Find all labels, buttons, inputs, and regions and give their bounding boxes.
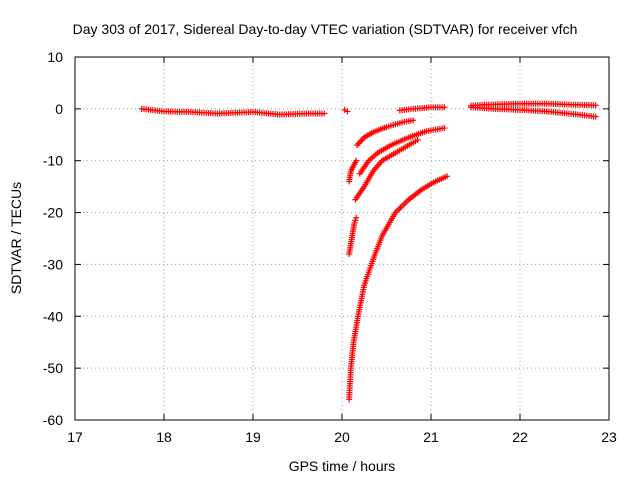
y-tick-label: -40 [43,308,63,324]
x-tick-label: 19 [245,429,261,445]
x-tick-label: 20 [334,429,350,445]
axis-ticks [74,56,610,421]
data-point-marker [353,157,360,164]
y-tick-label: -10 [43,153,63,169]
y-tick-label: 10 [47,49,63,65]
data-point-marker [414,136,421,143]
data-point-marker [592,113,599,120]
y-tick-label: -60 [43,412,63,428]
y-tick-labels: -60 -50 -40 -30 -20 -10 0 10 [43,49,63,428]
data-point-marker [444,173,451,180]
data-points [138,100,599,403]
data-point-marker [410,117,417,124]
x-tick-label: 22 [512,429,528,445]
y-tick-label: -20 [43,205,63,221]
plot-frame [74,56,610,421]
x-tick-label: 17 [67,429,83,445]
x-axis-label: GPS time / hours [289,458,396,474]
y-tick-label: -50 [43,360,63,376]
x-tick-label: 18 [156,429,172,445]
data-point-marker [353,214,360,221]
x-tick-labels: 17 18 19 20 21 22 23 [67,429,617,445]
y-tick-label: 0 [55,101,63,117]
chart-title: Day 303 of 2017, Sidereal Day-to-day VTE… [73,21,578,37]
data-point-marker [344,108,351,115]
x-tick-label: 21 [423,429,439,445]
y-tick-label: -30 [43,256,63,272]
data-point-marker [592,102,599,109]
y-axis-label: SDTVAR / TECUs [8,182,24,294]
data-point-marker [441,104,448,111]
x-tick-label: 23 [601,429,617,445]
data-point-marker [441,125,448,132]
data-point-marker [321,110,328,117]
